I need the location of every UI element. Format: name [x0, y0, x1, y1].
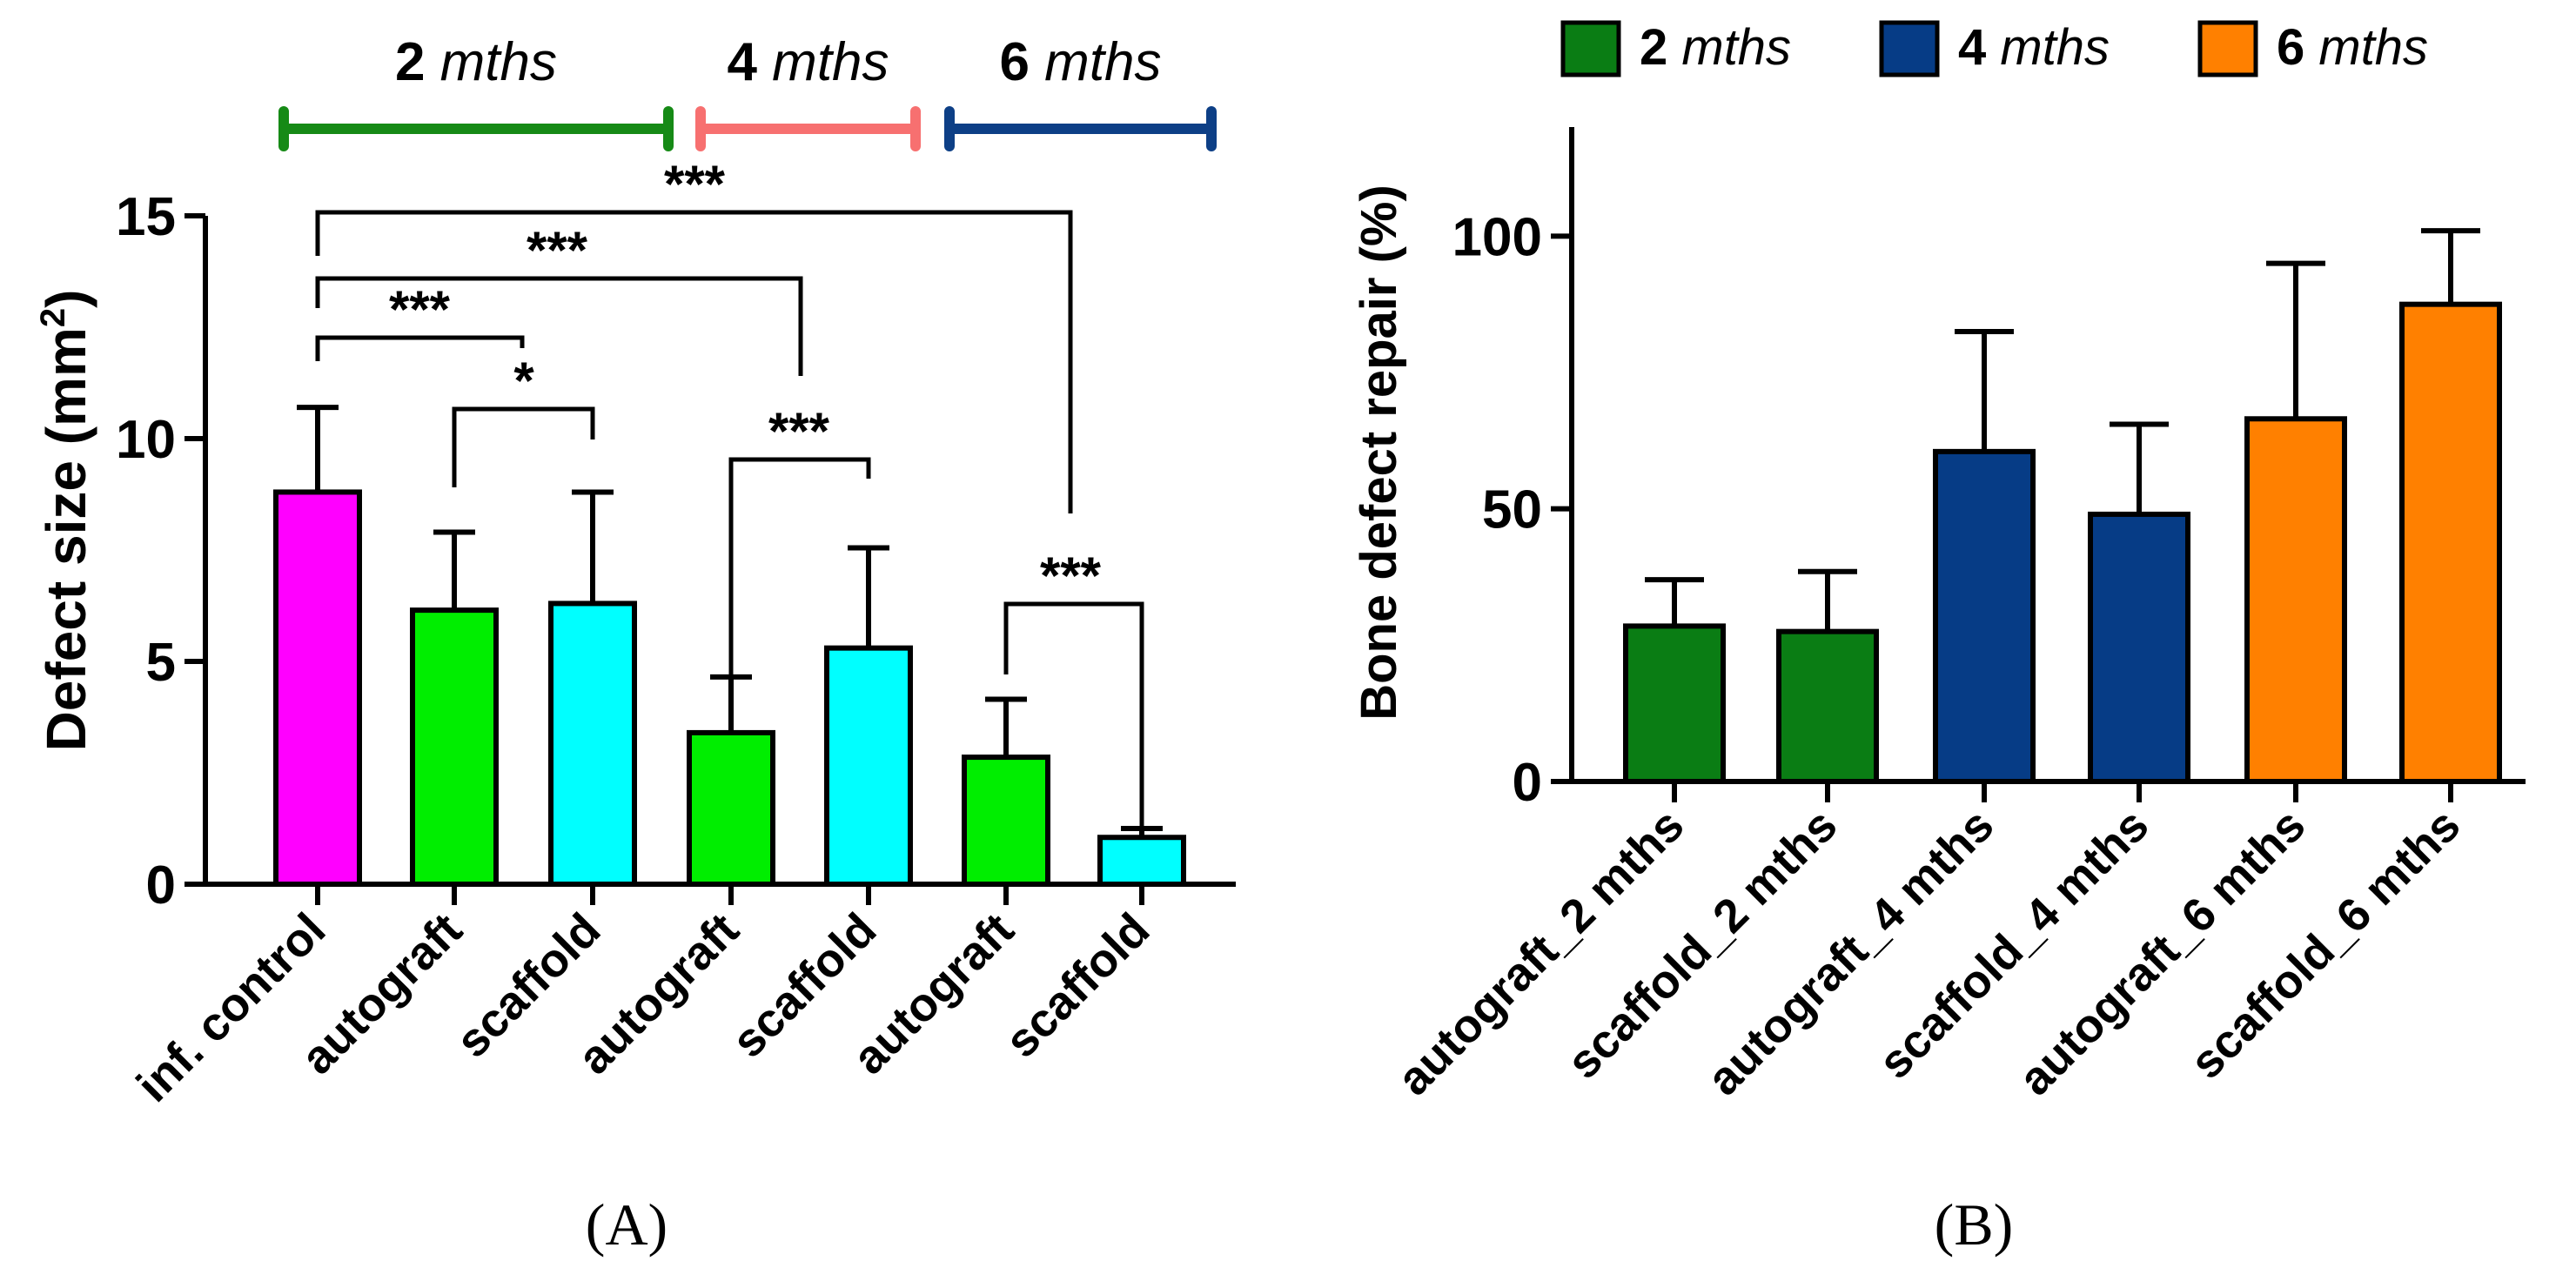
- bar: [1623, 623, 1726, 785]
- x-tick-label: scaffold_6 mths: [2180, 799, 2470, 1089]
- x-tick-label: inf. control: [127, 903, 336, 1112]
- significance-bracket: [1003, 601, 1144, 896]
- x-tick-label: autograft_6 mths: [2009, 799, 2315, 1105]
- legend-label-number: 4: [1958, 19, 2000, 76]
- legend-label-number: 6: [2277, 19, 2318, 76]
- legend-label-number: 2: [1640, 19, 1681, 76]
- significance-label: ***: [527, 221, 588, 279]
- legend-swatch: [1879, 20, 1940, 77]
- significance-bracket: [315, 276, 803, 376]
- significance-brackets: ****************: [315, 155, 1144, 896]
- x-tick-label: autograft_2 mths: [1387, 799, 1694, 1105]
- y-tick-label: 15: [116, 187, 176, 247]
- significance-label: ***: [768, 402, 830, 460]
- significance-label: *: [513, 352, 534, 410]
- legend-label-unit: mths: [2318, 19, 2428, 76]
- bar: [2088, 511, 2190, 785]
- significance-bracket: [315, 210, 1073, 513]
- legend-label: 4 mths: [1958, 19, 2110, 76]
- significance-bracket: [728, 457, 871, 674]
- y-axis-title-b: Bone defect repair (%): [1351, 184, 1407, 721]
- bars-b: [1623, 228, 2502, 785]
- group-label-unit: mths: [772, 32, 889, 92]
- x-tick-label: scaffold_4 mths: [1868, 799, 2158, 1089]
- legend-label: 6 mths: [2277, 19, 2428, 76]
- y-tick-label: 10: [116, 410, 176, 470]
- significance-bracket: [315, 335, 525, 361]
- legend-label: 2 mths: [1640, 19, 1791, 76]
- y-tick-label: 5: [146, 633, 176, 693]
- group-label-unit: mths: [1044, 32, 1161, 92]
- bar: [548, 600, 637, 887]
- bar: [410, 607, 499, 887]
- y-tick-label: 0: [1513, 753, 1542, 813]
- group-label: 6 mths: [999, 32, 1161, 92]
- y-axis-title-a: Defect size (mm2): [34, 290, 97, 752]
- bar: [2399, 301, 2502, 784]
- timepoint-group-bars: 2 mths 4 mths 6 mths: [278, 32, 1217, 151]
- y-tick-label: 0: [146, 855, 176, 916]
- legend-swatch: [1560, 20, 1621, 77]
- panel-label-b: (B): [1935, 1191, 2014, 1258]
- group-label: 4 mths: [727, 32, 889, 92]
- bars-a: [273, 405, 1186, 888]
- group-label-number: 6: [999, 32, 1044, 92]
- x-tick-label: autograft_4 mths: [1697, 799, 2003, 1105]
- bar: [2244, 416, 2347, 784]
- legend-label-unit: mths: [1681, 19, 1791, 76]
- x-tick-label: scaffold: [996, 903, 1160, 1068]
- group-label: 2 mths: [395, 32, 557, 92]
- y-tick-label: 100: [1452, 207, 1542, 267]
- legend-label-unit: mths: [2000, 19, 2110, 76]
- bar: [1097, 835, 1186, 887]
- chart-panel-a: 2 mths 4 mths 6 mths **************** 0510…: [34, 32, 1236, 1258]
- x-tick-label: scaffold_2 mths: [1557, 799, 1847, 1089]
- y-tick-label: 50: [1482, 480, 1542, 540]
- bar: [1776, 628, 1879, 785]
- bar: [273, 489, 362, 887]
- group-label-number: 4: [727, 32, 772, 92]
- group-label-unit: mths: [440, 32, 557, 92]
- significance-label: ***: [389, 280, 451, 339]
- group-label-number: 2: [395, 32, 440, 92]
- bar: [824, 645, 913, 887]
- bar: [962, 755, 1050, 888]
- significance-label: ***: [664, 155, 726, 213]
- bar: [1933, 448, 2036, 784]
- panel-label-a: (A): [586, 1191, 667, 1258]
- significance-label: ***: [1040, 547, 1102, 605]
- legend-swatch: [2197, 20, 2258, 77]
- significance-bracket: [452, 406, 595, 487]
- bar: [687, 729, 775, 887]
- legend: 2 mths 4 mths 6 mths: [1560, 19, 2428, 77]
